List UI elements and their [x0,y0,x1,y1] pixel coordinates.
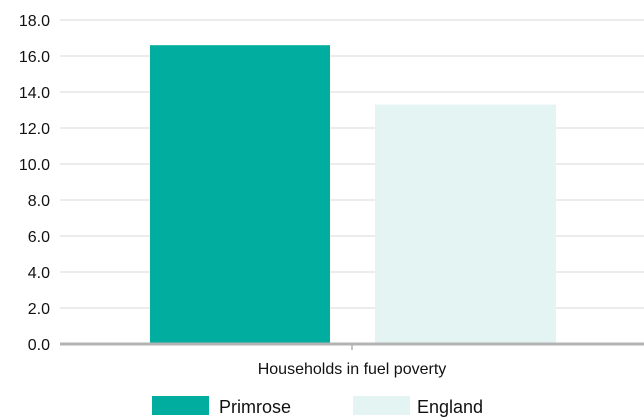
y-axis-ticks: 0.0 2.0 4.0 6.0 8.0 10.0 12.0 14.0 16.0 18.0 [19,13,50,354]
y-tick-label: 10.0 [19,157,50,174]
y-tick-label: 12.0 [19,121,50,138]
x-category-label: Households in fuel poverty [258,361,447,378]
x-axis: Households in fuel poverty [60,342,644,378]
legend: Primrose England [152,396,483,417]
legend-label-england: England [417,397,483,417]
bar-primrose [150,45,330,344]
y-tick-label: 4.0 [28,265,50,282]
y-tick-label: 16.0 [19,49,50,66]
y-tick-label: 14.0 [19,85,50,102]
bars [150,45,556,344]
y-tick-label: 18.0 [19,13,50,30]
legend-swatch-england [353,396,410,415]
gridlines [60,19,644,309]
bar-england [375,104,556,344]
y-tick-label: 0.0 [28,337,50,354]
legend-label-primrose: Primrose [219,397,291,417]
y-tick-label: 6.0 [28,229,50,246]
legend-swatch-primrose [152,396,209,415]
y-tick-label: 8.0 [28,193,50,210]
y-tick-label: 2.0 [28,301,50,318]
